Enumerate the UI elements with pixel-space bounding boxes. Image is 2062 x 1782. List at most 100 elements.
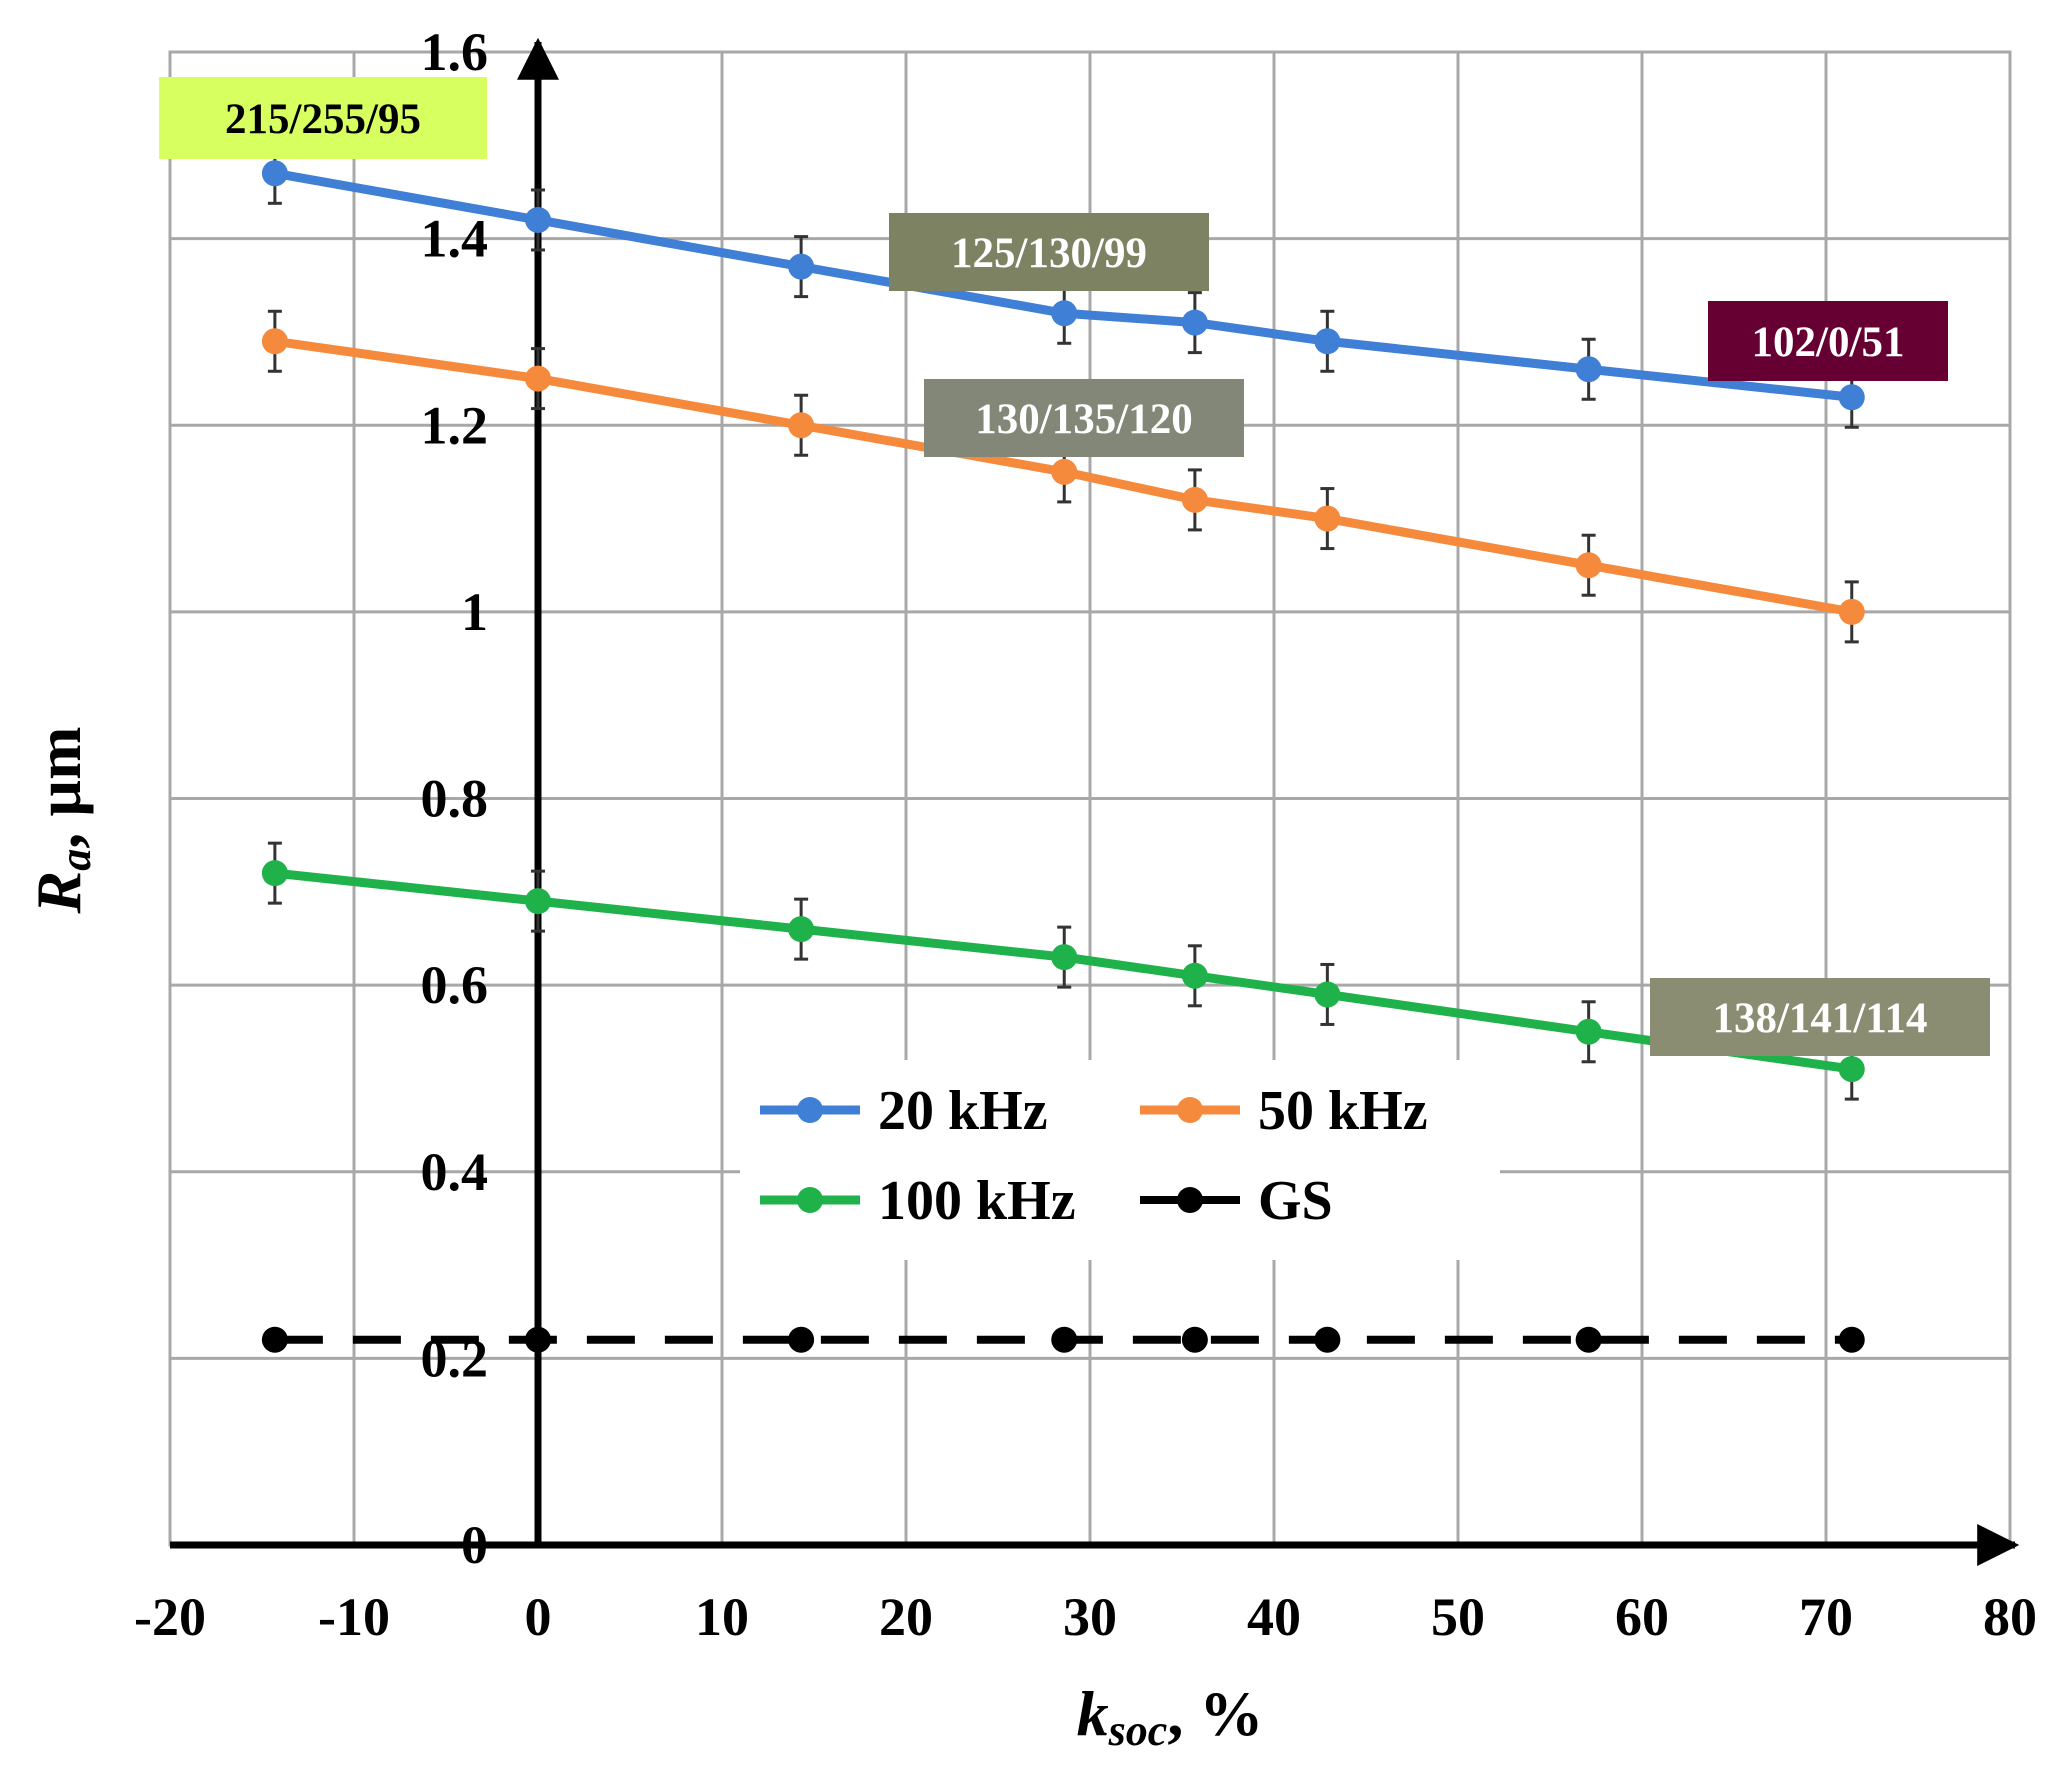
y-tick-label: 0.4 [421,1142,489,1202]
data-point [1575,1018,1602,1045]
y-tick-label: 0.6 [421,955,489,1015]
data-point [1314,505,1341,532]
data-point [788,412,815,439]
y-tick-label: 1.6 [421,22,489,82]
x-tick-label: 0 [525,1587,552,1647]
legend-swatch-marker [1177,1187,1203,1213]
x-tick-label: 80 [1983,1587,2037,1647]
series-line [274,168,1853,402]
x-tick-label: 40 [1247,1587,1301,1647]
annotation-box [159,77,487,159]
legend-swatch-marker [797,1187,823,1213]
x-tick-label: 20 [879,1587,933,1647]
series-50-khz [261,309,1865,644]
annotation-label: 102/0/51 [1708,301,1948,381]
y-tick-label: 1 [461,582,488,642]
annotation-text: 102/0/51 [1752,319,1905,366]
annotation-text: 138/141/114 [1712,995,1927,1042]
data-point [1838,1056,1865,1083]
y-axis-title-main: R [23,871,94,915]
legend-item: 50 kHz [1140,1080,1428,1142]
x-tick-label: 50 [1431,1587,1485,1647]
x-tick-label: 60 [1615,1587,1669,1647]
data-point [525,206,551,233]
annotation-text: 215/255/95 [225,96,421,143]
legend-background [740,1060,1500,1260]
y-tick-label: 1.4 [421,209,489,269]
series-100-khz [261,841,1865,1101]
data-point [1051,1326,1078,1353]
annotation-box [1708,301,1948,381]
data-point [1051,300,1078,327]
legend-item: GS [1140,1170,1333,1232]
annotation-box [924,379,1244,457]
y-tick-label: 1.2 [421,395,489,455]
annotation-label: 215/255/95 [159,77,487,159]
axis-titles: ksoc, % Ra, µm [23,727,1263,1755]
data-point [1838,384,1865,411]
data-point [788,1326,815,1353]
data-point [788,253,815,280]
x-axis-title-main: k [1077,1678,1109,1749]
annotation-box [889,213,1209,291]
x-tick-label: 10 [695,1587,749,1647]
data-point [1575,552,1602,579]
data-point [1181,962,1208,989]
data-point [1051,458,1078,485]
data-point [1181,486,1208,513]
x-axis-title: ksoc, % [1077,1678,1264,1755]
legend-label: 50 kHz [1258,1080,1428,1142]
annotation-text: 125/130/99 [951,230,1147,277]
annotation-label: 125/130/99 [889,213,1209,291]
legend-swatch-marker [1177,1097,1203,1123]
x-tick-label: -10 [318,1587,390,1647]
x-axis-title-unit: , % [1167,1678,1263,1749]
annotation-label: 130/135/120 [924,379,1244,457]
x-tick-label: 30 [1063,1587,1117,1647]
annotation-box [1650,978,1990,1056]
data-point [1838,598,1865,625]
data-point [261,860,288,887]
data-point [1314,1326,1341,1353]
data-point [261,328,288,355]
series-line [274,336,1853,617]
data-point [1314,981,1341,1008]
data-point [1838,1326,1865,1353]
tick-labels: -20 -10 0 10 20 30 40 50 60 70 8000.20.40.60.811.2… [134,22,2037,1647]
data-point [1314,328,1341,355]
y-axis-title-unit: , µm [23,727,94,849]
y-tick-label: 0 [461,1515,488,1575]
legend-item: 20 kHz [760,1080,1048,1142]
series-20-khz [261,141,1865,429]
data-point [525,1326,551,1353]
series-gs [261,1326,1865,1353]
data-point [1051,944,1078,971]
data-point [1181,1326,1208,1353]
x-tick-label: -20 [134,1587,206,1647]
legend-label: 100 kHz [878,1170,1076,1232]
x-axis-title-sub: soc [1108,1706,1168,1755]
data-point [261,160,288,187]
data-point [788,916,815,943]
data-point [1575,356,1602,383]
x-tick-label: 70 [1799,1587,1853,1647]
data-point [525,888,551,915]
data-point [1575,1326,1602,1353]
annotation-label: 138/141/114 [1650,978,1990,1056]
data-point [261,1326,288,1353]
legend-label: GS [1258,1170,1333,1232]
legend-item: 100 kHz [760,1170,1076,1232]
data-point [525,365,551,392]
axes [170,37,2020,1566]
annotations: 215/255/95 125/130/99 130/135/120 102/0/51 1… [159,77,1990,1056]
legend: 20 kHz 50 kHz 100 kHz GS [740,1060,1500,1260]
annotation-text: 130/135/120 [975,396,1192,443]
y-axis-title: Ra, µm [23,727,100,915]
y-axis-title-sub: a [51,849,100,871]
data-point [1181,309,1208,336]
series-line [274,868,1853,1074]
y-tick-label: 0.8 [421,769,489,829]
legend-label: 20 kHz [878,1080,1048,1142]
legend-swatch-marker [797,1097,823,1123]
